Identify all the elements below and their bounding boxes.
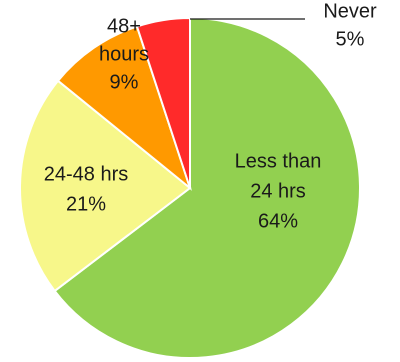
pie-slices [19,16,361,359]
pie-labels: Less than 24 hrs 64% 24-48 hrs 21% 48+ hours 9%… [44,0,377,232]
slice-category: 24 hrs [250,180,306,202]
pie-slice-3 [135,16,191,189]
slice-percent: 21% [66,193,106,215]
slice-category: Less than [235,150,322,172]
slice-percent: 9% [110,71,139,93]
pie-slice-0 [53,16,361,359]
slice-percent: 5% [336,28,365,50]
slice-category: 48+ [107,15,141,37]
slice-category: 24-48 hrs [44,163,129,185]
slice-category: Never [323,0,377,22]
slice-category: hours [99,43,149,65]
pie-slice-1 [19,79,192,293]
pie-slice-label-1: 24-48 hrs 21% [44,163,129,215]
pie-slice-label-3: Never 5% [323,0,377,50]
slice-percent: 64% [258,210,298,232]
pie-slice-label-2: 48+ hours 9% [99,15,149,93]
pie-slice-label-0: Less than 24 hrs 64% [235,150,322,232]
pie-slice-2 [56,25,193,191]
